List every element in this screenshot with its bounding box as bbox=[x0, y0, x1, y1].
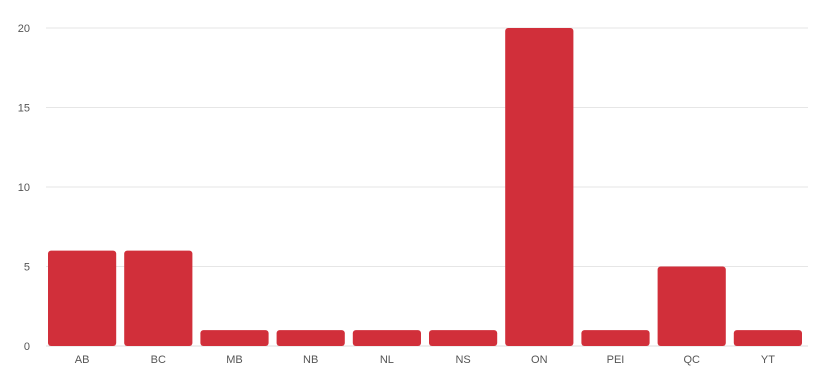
x-tick-label: MB bbox=[226, 354, 243, 366]
bar-nl[interactable] bbox=[352, 330, 421, 346]
bar-mb[interactable] bbox=[200, 330, 269, 346]
x-tick-label: NS bbox=[455, 354, 470, 366]
y-tick-label: 10 bbox=[18, 182, 30, 194]
bars bbox=[48, 28, 802, 346]
y-axis-ticks: 0 5 10 15 20 bbox=[18, 23, 30, 353]
bar-on[interactable] bbox=[505, 28, 574, 346]
x-axis-ticks: AB BC MB NB NL NS ON PEI QC YT bbox=[75, 354, 775, 366]
bar-pei[interactable] bbox=[581, 330, 650, 346]
x-tick-label: ON bbox=[531, 354, 548, 366]
bar-bc[interactable] bbox=[124, 250, 193, 346]
y-tick-label: 20 bbox=[18, 23, 30, 35]
bar-nb[interactable] bbox=[276, 330, 345, 346]
x-tick-label: QC bbox=[683, 354, 700, 366]
bar-qc[interactable] bbox=[657, 266, 726, 347]
bar-yt[interactable] bbox=[733, 330, 802, 346]
bar-ab[interactable] bbox=[48, 250, 117, 346]
y-tick-label: 15 bbox=[18, 103, 30, 115]
x-tick-label: PEI bbox=[607, 354, 625, 366]
x-tick-label: NB bbox=[303, 354, 318, 366]
x-tick-label: NL bbox=[380, 354, 394, 366]
bar-ns[interactable] bbox=[429, 330, 498, 346]
y-tick-label: 5 bbox=[24, 262, 30, 274]
x-tick-label: YT bbox=[761, 354, 775, 366]
x-tick-label: BC bbox=[151, 354, 166, 366]
x-tick-label: AB bbox=[75, 354, 90, 366]
y-tick-label: 0 bbox=[24, 341, 30, 353]
